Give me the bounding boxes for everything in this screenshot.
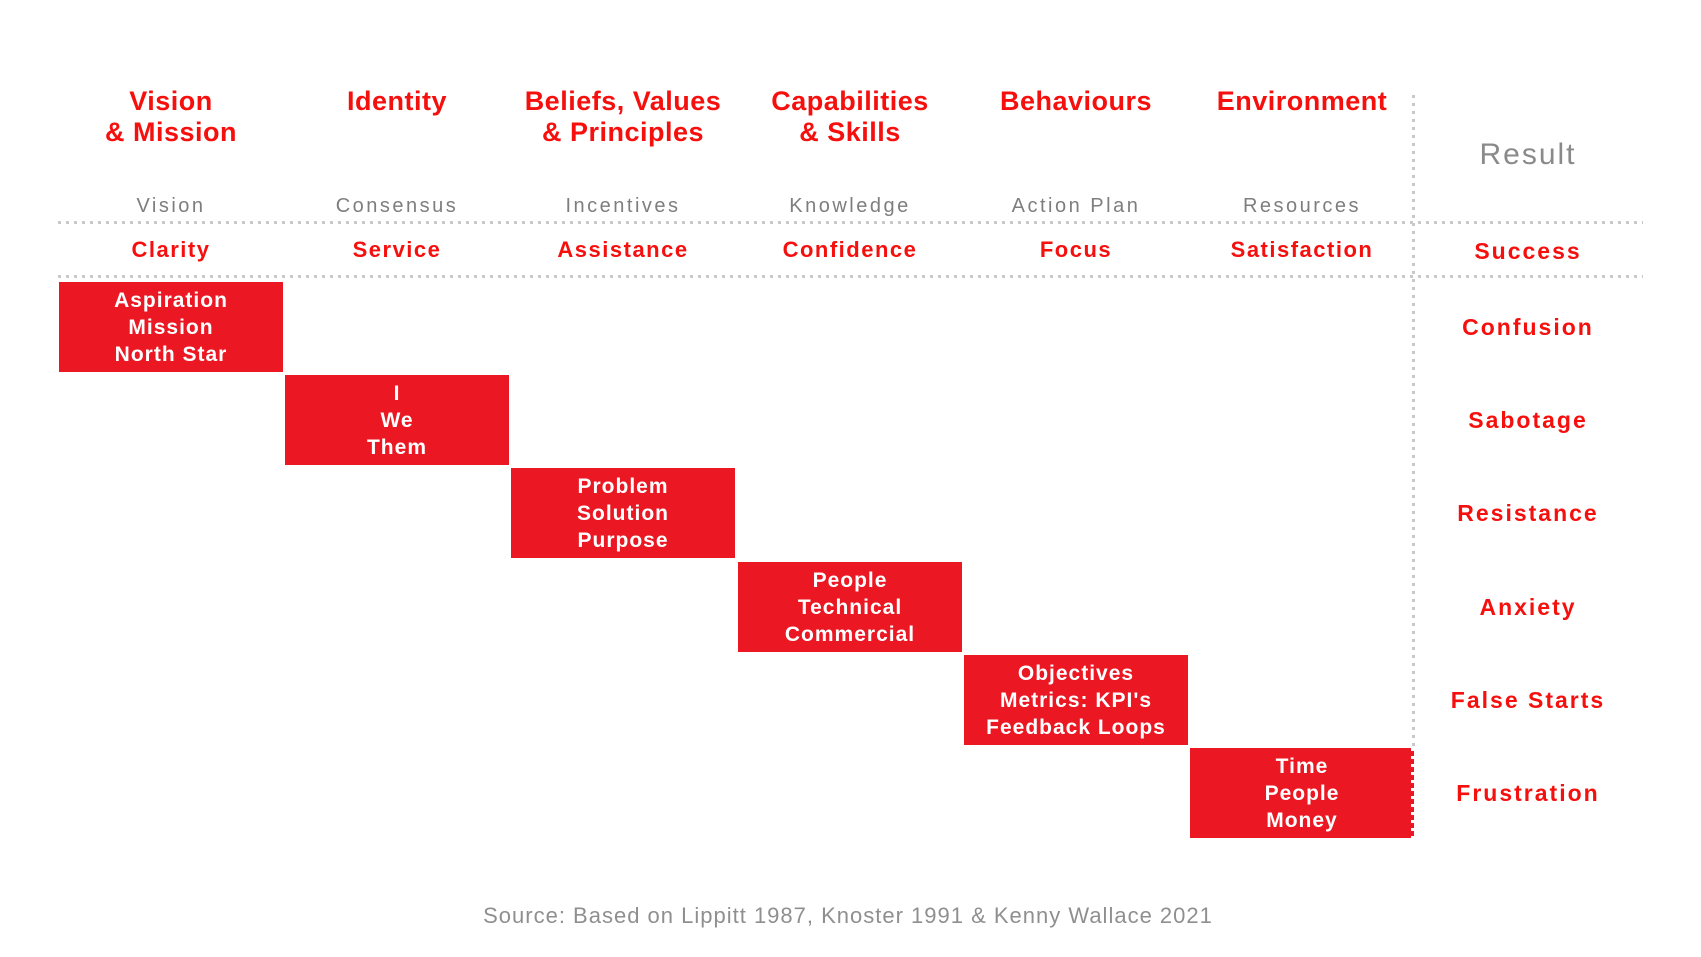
box-line: We — [380, 408, 414, 432]
header-line: & Mission — [104, 117, 237, 147]
header-line: Capabilities — [771, 86, 929, 116]
attr-satisfaction: Satisfaction — [1230, 237, 1374, 262]
attr-assistance: Assistance — [557, 237, 689, 262]
attr-focus: Focus — [1039, 237, 1113, 262]
box-line: North Star — [114, 342, 228, 366]
box-capabilities-skills: People Technical Commercial — [738, 562, 962, 652]
result-label-resistance: Resistance — [1457, 500, 1599, 526]
header-line: Beliefs, Values — [524, 86, 722, 116]
box-line: People — [812, 568, 888, 592]
box-line: Mission — [128, 315, 214, 339]
result-label-frustration: Frustration — [1456, 780, 1600, 806]
box-line: Them — [366, 435, 427, 459]
header-environment: Environment — [1182, 86, 1422, 117]
box-line: Purpose — [577, 528, 669, 552]
box-vision-mission: Aspiration Mission North Star — [59, 282, 283, 372]
header-line: Vision — [129, 86, 213, 116]
box-behaviours: Objectives Metrics: KPI's Feedback Loops — [964, 655, 1188, 745]
attr-confidence: Confidence — [782, 237, 918, 262]
header-line: Behaviours — [999, 86, 1153, 116]
box-line: Feedback Loops — [986, 715, 1166, 739]
divider-line-bottom — [58, 275, 1643, 278]
sub-label-consensus: Consensus — [335, 195, 459, 217]
source-note: Source: Based on Lippitt 1987, Knoster 1… — [483, 903, 1213, 928]
header-capabilities-skills: Capabilities & Skills — [730, 86, 970, 148]
result-divider-over-box — [1411, 748, 1415, 838]
header-beliefs-values-principles: Beliefs, Values & Principles — [503, 86, 743, 148]
header-line: Identity — [346, 86, 447, 116]
box-line: Aspiration — [114, 288, 228, 312]
success-label: Success — [1474, 238, 1582, 264]
box-beliefs-values-principles: Problem Solution Purpose — [511, 468, 735, 558]
sub-label-incentives: Incentives — [565, 195, 681, 217]
divider-line-top — [58, 221, 1643, 224]
box-environment: Time People Money — [1190, 748, 1414, 838]
box-identity: I We Them — [285, 375, 509, 465]
result-label-sabotage: Sabotage — [1468, 407, 1588, 433]
box-line: Metrics: KPI's — [999, 688, 1153, 712]
sub-label-vision: Vision — [136, 195, 206, 217]
box-line: Commercial — [784, 622, 916, 646]
header-vision-mission: Vision & Mission — [51, 86, 291, 148]
attr-clarity: Clarity — [131, 237, 211, 262]
box-line: Technical — [797, 595, 903, 619]
box-line: Problem — [577, 474, 669, 498]
box-line: Solution — [577, 501, 669, 525]
header-line: & Principles — [541, 117, 705, 147]
result-header: Result — [1479, 138, 1577, 171]
box-line: Objectives — [1017, 661, 1135, 685]
box-line: Time — [1275, 754, 1329, 778]
sub-label-resources: Resources — [1242, 195, 1362, 217]
sub-label-action-plan: Action Plan — [1011, 195, 1141, 217]
result-divider-vertical — [1412, 95, 1415, 748]
header-line: & Skills — [799, 117, 901, 147]
box-line: Money — [1266, 808, 1338, 832]
header-identity: Identity — [277, 86, 517, 117]
box-line: I — [393, 381, 401, 405]
result-label-confusion: Confusion — [1462, 314, 1594, 340]
sub-label-knowledge: Knowledge — [789, 195, 911, 217]
header-line: Environment — [1216, 86, 1388, 116]
result-label-anxiety: Anxiety — [1479, 594, 1577, 620]
box-line: People — [1264, 781, 1340, 805]
result-label-false-starts: False Starts — [1450, 687, 1606, 713]
header-behaviours: Behaviours — [956, 86, 1196, 117]
attr-service: Service — [352, 237, 442, 262]
